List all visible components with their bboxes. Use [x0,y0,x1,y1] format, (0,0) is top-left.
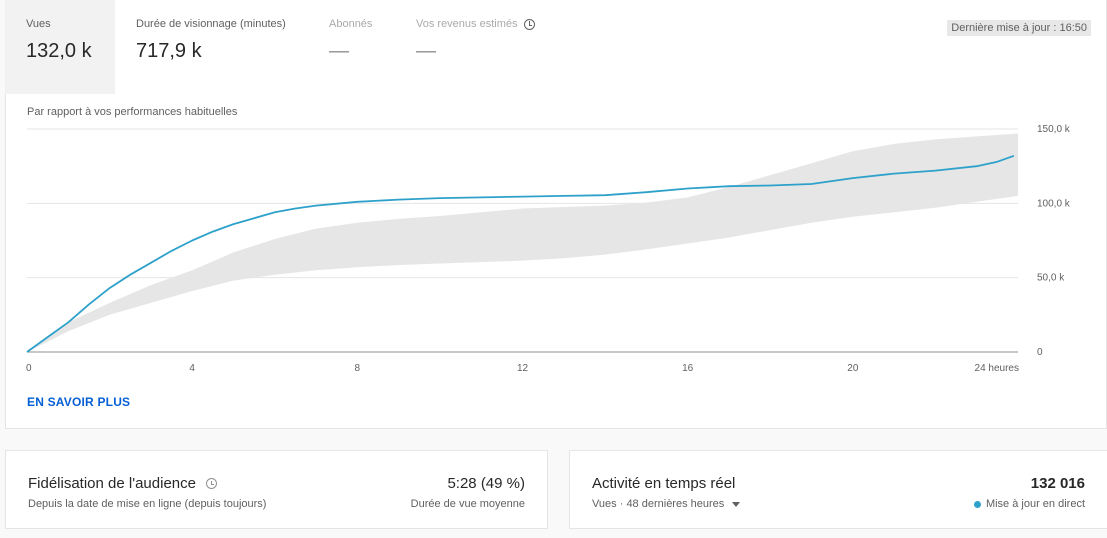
x-tick-label: 24 heures [975,363,1019,374]
x-tick-label: 20 [847,363,859,374]
views-chart: 150,0 k 100,0 k 50,0 k 0 0 4 8 12 16 20 24 heures [26,124,1071,374]
metric-tab-views[interactable]: Vues 132,0 k [5,0,115,94]
retention-value: 5:28 (49 %) [447,475,525,492]
retention-card[interactable]: Fidélisation de l'audience Depuis la dat… [5,450,548,529]
last-update-badge: Dernière mise à jour : 16:50 [947,20,1091,36]
metric-value: 717,9 k [136,40,202,62]
caret-down-icon [732,501,741,507]
metric-label-row: Vos revenus estimés [416,18,555,30]
clock-icon[interactable] [205,478,217,489]
y-tick-label: 100,0 k [1037,198,1071,209]
retention-value-label: Durée de vue moyenne [410,498,525,510]
realtime-subtitle: Vues · 48 dernières heures [592,498,725,510]
realtime-value: 132 016 [1030,475,1085,492]
x-tick-label: 16 [682,363,694,374]
typical-performance-band [27,133,1018,352]
realtime-card[interactable]: Activité en temps réel Vues · 48 dernièr… [569,450,1107,529]
retention-title: Fidélisation de l'audience [28,475,196,492]
compare-label: Par rapport à vos performances habituell… [27,106,238,118]
clock-icon[interactable] [523,18,535,30]
metric-value: 132,0 k [26,40,92,62]
metric-value: — [416,40,436,62]
x-tick-label: 8 [355,363,361,374]
y-tick-label: 50,0 k [1037,273,1065,284]
metric-label: Vos revenus estimés [416,18,518,30]
live-dot-icon [973,500,981,508]
realtime-period-dropdown[interactable]: Vues · 48 dernières heures [592,498,741,510]
y-tick-label: 0 [1037,347,1043,358]
metric-label: Abonnés [329,18,373,30]
x-tick-label: 0 [26,363,32,374]
realtime-status-label: Mise à jour en direct [985,498,1085,510]
metric-label: Vues [26,18,51,30]
metric-tab-watch-time[interactable]: Durée de visionnage (minutes) 717,9 k [115,0,310,94]
x-tick-label: 4 [189,363,195,374]
realtime-status: Mise à jour en direct [973,498,1085,510]
retention-subtitle: Depuis la date de mise en ligne (depuis … [28,498,267,510]
learn-more-link[interactable]: EN SAVOIR PLUS [27,395,131,409]
retention-title-row: Fidélisation de l'audience [28,475,217,492]
metric-label: Durée de visionnage (minutes) [136,18,286,30]
views-series-line [26,154,1015,353]
metric-tab-revenue[interactable]: Vos revenus estimés — [395,0,555,94]
realtime-title: Activité en temps réel [592,475,736,492]
metric-value: — [329,40,349,62]
x-tick-label: 12 [517,363,529,374]
metric-tab-subscribers[interactable]: Abonnés — [310,0,395,94]
y-tick-label: 150,0 k [1037,124,1071,135]
